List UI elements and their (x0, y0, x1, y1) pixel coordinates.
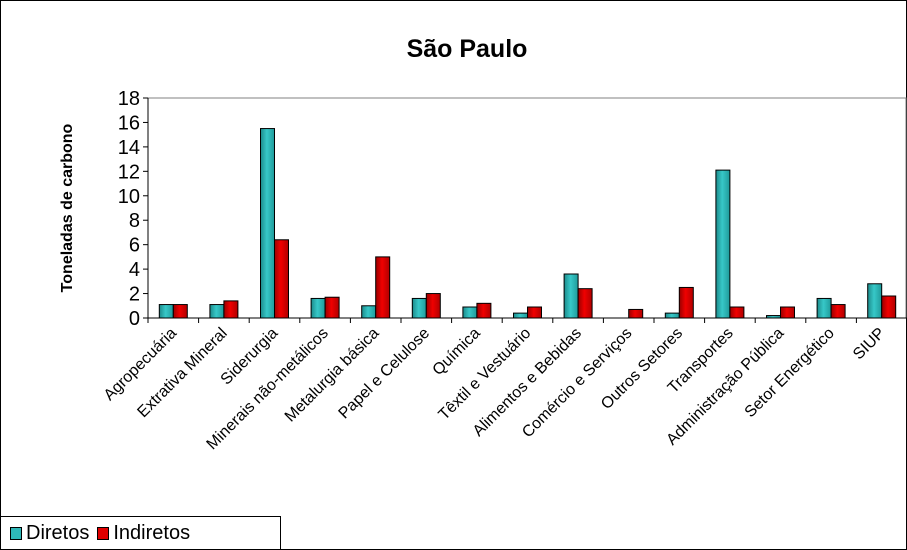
bar-diretos-11 (715, 169, 731, 319)
bar-indiretos-13 (830, 304, 846, 319)
y-tick-label: 8 (129, 210, 140, 232)
bar-diretos-10 (664, 312, 680, 319)
bar-indiretos-14 (881, 295, 897, 319)
bar-diretos-13 (816, 297, 832, 319)
x-tick-label: SIUP (850, 325, 888, 363)
y-tick-label: 0 (129, 308, 140, 330)
chart-title: São Paulo (407, 35, 528, 63)
legend-item-diretos: Diretos (10, 522, 89, 545)
legend-label-diretos: Diretos (26, 521, 90, 544)
bar-diretos-12 (766, 315, 781, 319)
bar-diretos-5 (411, 297, 427, 319)
bar-diretos-14 (867, 283, 883, 319)
legend: Diretos Indiretos (0, 516, 281, 550)
y-tick-label: 4 (129, 259, 140, 281)
x-tick-label: Extrativa Mineral (134, 325, 230, 421)
bar-indiretos-3 (324, 296, 340, 319)
bar-indiretos-6 (476, 302, 492, 319)
y-tick-label: 6 (129, 235, 140, 257)
bar-diretos-3 (310, 297, 326, 319)
bar-diretos-2 (260, 128, 275, 319)
bar-indiretos-2 (274, 239, 289, 319)
y-tick-label: 10 (118, 186, 140, 208)
x-tick-label: Têxtil e Vestuário (436, 325, 535, 424)
legend-swatch-indiretos (97, 526, 110, 540)
y-tick-label: 16 (118, 112, 140, 134)
x-tick-label: Metalurgia básica (282, 325, 383, 426)
x-tick-label: Setor Energético (742, 325, 838, 421)
bar-indiretos-10 (678, 286, 694, 319)
bar-indiretos-7 (527, 306, 542, 319)
bar-indiretos-11 (729, 306, 745, 319)
bar-indiretos-8 (577, 288, 593, 319)
bar-diretos-7 (513, 312, 528, 319)
legend-swatch-diretos (10, 526, 22, 540)
bar-diretos-1 (209, 304, 225, 319)
bar-indiretos-5 (425, 293, 441, 319)
bar-diretos-8 (563, 273, 579, 319)
bar-diretos-4 (361, 305, 377, 319)
bar-indiretos-1 (223, 300, 239, 319)
bar-diretos-6 (462, 306, 478, 319)
y-tick-label: 14 (118, 137, 140, 159)
y-tick-label: 2 (129, 284, 140, 306)
legend-item-indiretos: Indiretos (97, 522, 190, 545)
y-axis-label: Toneladas de carbono (59, 123, 76, 292)
bar-diretos-0 (158, 304, 174, 319)
x-tick-label: Papel e Celulose (336, 325, 434, 423)
bar-indiretos-12 (780, 306, 795, 319)
bar-indiretos-4 (375, 256, 391, 319)
y-tick-label: 12 (118, 161, 140, 183)
bar-indiretos-9 (628, 308, 644, 319)
y-tick-label: 18 (118, 88, 140, 110)
legend-label-indiretos: Indiretos (113, 521, 191, 544)
bar-indiretos-0 (172, 304, 188, 319)
